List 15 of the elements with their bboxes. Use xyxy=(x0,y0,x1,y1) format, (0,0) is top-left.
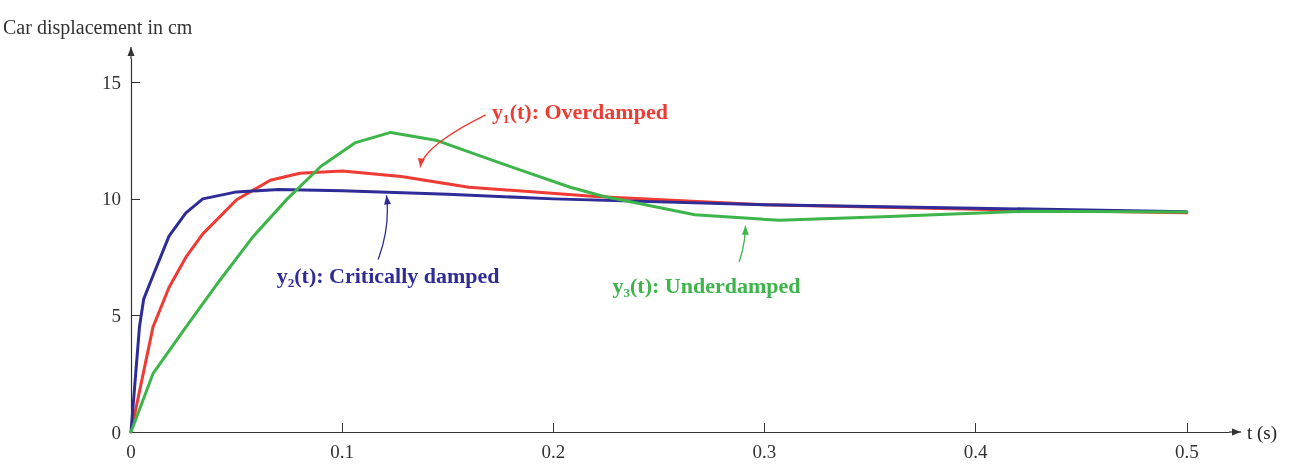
x-tick-label: 0.1 xyxy=(330,441,355,462)
y-tick-label: 10 xyxy=(102,188,121,210)
x-tick-label: 0.2 xyxy=(541,441,566,462)
x-tick-label: 0.4 xyxy=(963,441,988,462)
x-tick-label: 0.5 xyxy=(1174,441,1199,462)
y-tick-label: 5 xyxy=(111,304,121,326)
x-axis-title: t (s) xyxy=(1247,421,1278,444)
legend-label: y₃(t): Underdamped xyxy=(612,272,801,298)
x-tick-label: 0 xyxy=(126,441,136,462)
y-tick-label: 15 xyxy=(102,71,121,93)
x-tick-label: 0.3 xyxy=(752,441,777,462)
text: y₂(t): Critically damped xyxy=(276,263,500,289)
text: y₁(t): Overdamped xyxy=(492,98,668,124)
y-tick-label: 0 xyxy=(111,421,121,443)
y-axis-title: Car displacement in cm xyxy=(3,16,193,39)
